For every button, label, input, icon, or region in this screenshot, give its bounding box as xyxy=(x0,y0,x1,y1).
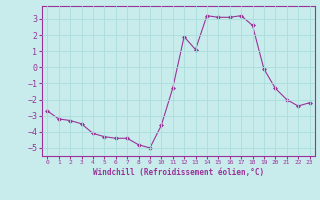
X-axis label: Windchill (Refroidissement éolien,°C): Windchill (Refroidissement éolien,°C) xyxy=(93,168,264,177)
